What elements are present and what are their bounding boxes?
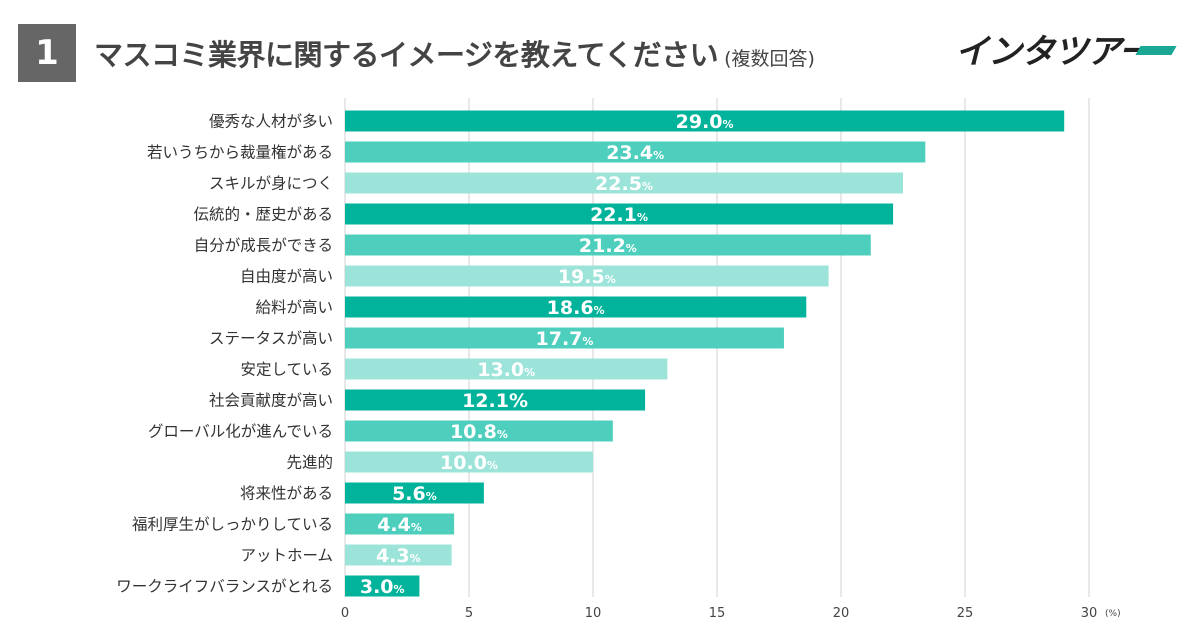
title-text: マスコミ業界に関するイメージを教えてください	[94, 38, 719, 72]
bar	[345, 327, 784, 349]
category-label: 若いうちから裁量権がある	[147, 144, 333, 162]
category-label: 伝統的・歴史がある	[193, 206, 333, 224]
category-label: アットホーム	[240, 547, 333, 565]
category-label: 自分が成長ができる	[194, 237, 333, 255]
bar	[345, 203, 894, 225]
title-subtitle: (複数回答)	[724, 48, 815, 70]
bar	[345, 234, 871, 256]
value-label: 3.0%	[360, 576, 405, 598]
value-label: 19.5%	[558, 266, 616, 288]
x-tick-label: 0	[341, 606, 349, 621]
bar	[345, 265, 829, 287]
value-label: 10.0%	[440, 452, 498, 474]
value-label: 29.0%	[676, 111, 734, 133]
x-tick-label: 5	[465, 606, 473, 621]
value-label: 18.6%	[547, 297, 605, 319]
bar	[345, 358, 668, 380]
logo-text: インタツアー	[955, 32, 1152, 72]
category-label: 給料が高い	[255, 299, 333, 317]
category-label: 自由度が高い	[240, 268, 333, 286]
category-label: 安定している	[240, 361, 333, 379]
value-label: 12.1%	[462, 390, 528, 412]
category-label: 優秀な人材が多い	[209, 113, 333, 131]
bar	[345, 110, 1065, 132]
value-label: 17.7%	[536, 328, 594, 350]
x-tick-label: 15	[709, 606, 726, 621]
bar	[345, 141, 926, 163]
page-title: マスコミ業界に関するイメージを教えてください (複数回答)	[94, 32, 815, 74]
bar	[345, 451, 593, 473]
bar	[345, 575, 420, 597]
value-label: 10.8%	[450, 421, 508, 443]
category-label: スキルが身につく	[209, 175, 333, 193]
bar	[345, 296, 807, 318]
x-tick-label: 30	[1081, 606, 1098, 621]
bar	[345, 544, 452, 566]
x-unit-label: (%)	[1105, 609, 1121, 619]
bar	[345, 482, 484, 504]
x-tick-label: 20	[833, 606, 850, 621]
value-label: 4.3%	[376, 545, 421, 567]
category-label: ワークライフバランスがとれる	[116, 578, 333, 596]
bar	[345, 513, 455, 535]
x-tick-label: 10	[585, 606, 602, 621]
value-label: 21.2%	[579, 235, 637, 257]
value-label: 4.4%	[377, 514, 422, 536]
value-label: 5.6%	[392, 483, 437, 505]
category-label: 福利厚生がしっかりしている	[132, 516, 333, 534]
brand-logo: インタツアー	[955, 24, 1180, 72]
header: 1 マスコミ業界に関するイメージを教えてください (複数回答) インタツアー	[0, 0, 1200, 90]
category-label: 将来性がある	[240, 485, 333, 503]
bar	[345, 420, 613, 442]
value-label: 22.5%	[595, 173, 653, 195]
category-label: 先進的	[286, 454, 333, 472]
value-label: 23.4%	[606, 142, 664, 164]
category-label: ステータスが高い	[209, 330, 333, 348]
question-number-badge: 1	[18, 24, 76, 82]
value-label: 13.0%	[477, 359, 535, 381]
logo-accent-mark	[1135, 46, 1177, 55]
x-tick-label: 25	[957, 606, 974, 621]
value-label: 22.1%	[590, 204, 648, 226]
category-label: グローバル化が進んでいる	[148, 423, 333, 441]
bar	[345, 172, 903, 194]
category-label: 社会貢献度が高い	[209, 392, 333, 410]
bar	[345, 389, 646, 411]
